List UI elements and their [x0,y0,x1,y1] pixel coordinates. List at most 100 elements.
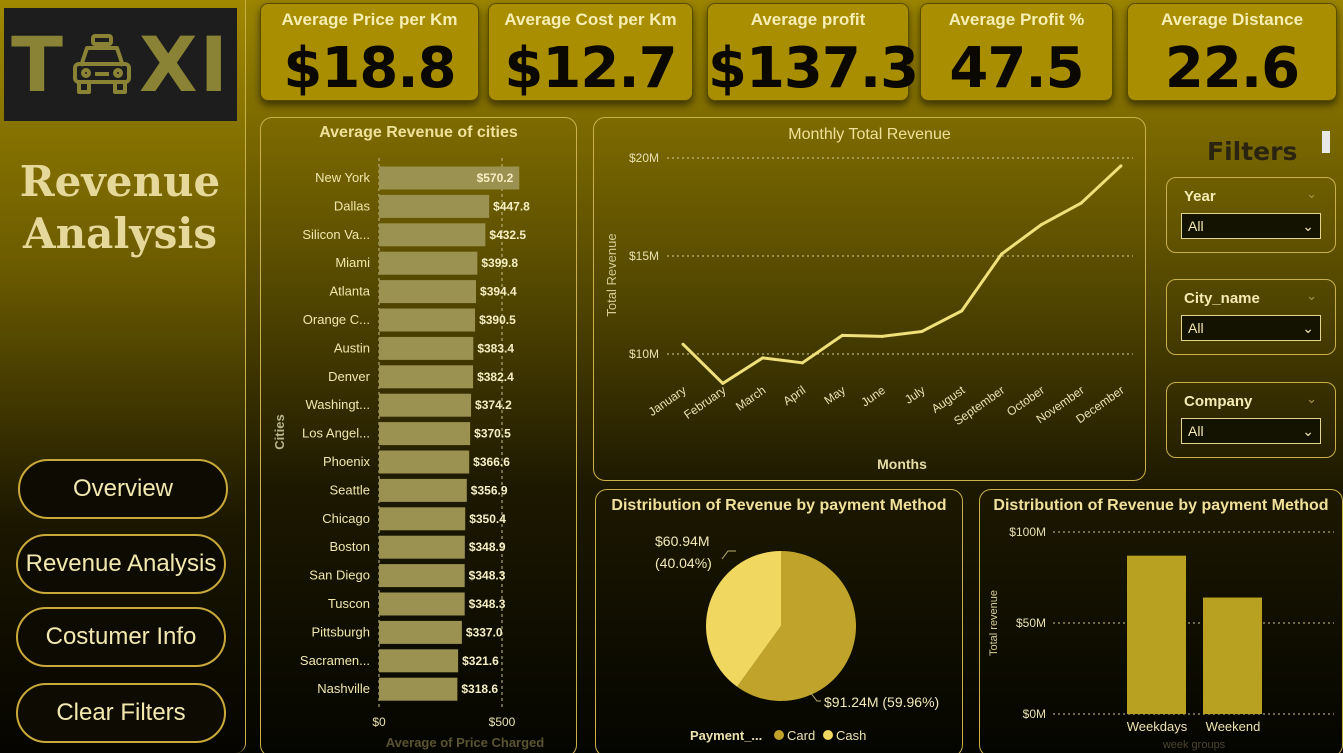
category-label: Washingt... [305,397,370,412]
category-label: Denver [328,369,371,384]
y-tick-label: $50M [1016,616,1046,630]
y-tick-label: $20M [629,151,659,165]
city-select[interactable]: All ⌄ [1181,315,1321,341]
page-title-line1: Revenue [19,157,221,206]
x-tick-label: March [733,383,768,414]
logo-text-right: XI [138,20,230,109]
y-tick-label: $15M [629,249,659,263]
bar [379,564,465,588]
category-label: Miami [335,255,370,270]
x-tick-label: February [681,383,728,422]
city-revenue-chart-panel: Average Revenue of cities [260,117,577,753]
chart-title: Average Revenue of cities [319,124,518,141]
y-tick-label: $0M [1023,707,1046,721]
filter-label: Year [1184,188,1216,205]
year-select[interactable]: All ⌄ [1181,213,1321,239]
data-label: $348.3 [469,569,506,583]
company-select[interactable]: All ⌄ [1181,418,1321,444]
logo-text-left: T [11,20,65,109]
chevron-down-icon[interactable]: ⌄ [1306,186,1317,201]
pie-slice-card [737,551,856,701]
data-label: $366.6 [473,455,510,469]
x-axis-label: Months [877,456,927,472]
revenue-analysis-button[interactable]: Revenue Analysis [16,534,226,594]
category-label: Austin [334,340,370,355]
bar [1203,597,1262,714]
legend-entry: Cash [836,728,866,743]
category-label: Boston [330,539,370,554]
data-label: $356.9 [471,483,508,497]
x-tick-label: Weekdays [1127,719,1188,734]
leader-line [721,550,736,560]
x-tick-label: Weekend [1206,719,1261,734]
x-axis-label: Average of Price Charged [386,735,545,750]
data-point [800,361,804,365]
bar [379,620,462,644]
select-value: All [1188,218,1204,234]
x-tick-label: April [780,383,808,408]
kpi-label: Average profit [750,10,866,29]
kpi-label: Average Cost per Km [504,10,677,29]
category-label: Pittsburgh [311,624,370,639]
bar [379,166,520,190]
category-label: Orange C... [303,312,370,327]
data-point [920,329,924,333]
y-axis-label: Cities [272,414,287,449]
bar [379,251,478,275]
category-label: New York [315,170,370,185]
bar [379,336,474,360]
city-revenue-bar-chart: New York $570.2 Dallas $447.8 Silicon Va... $… [272,158,545,750]
clear-filters-button[interactable]: Clear Filters [16,683,226,743]
data-label: $383.4 [477,341,514,355]
kpi-value: $137.3 [708,36,919,101]
category-label: San Diego [309,568,370,583]
y-tick-label: $10M [629,347,659,361]
data-point [761,356,765,360]
bar [379,422,471,446]
category-label: Silicon Va... [302,227,370,242]
chevron-down-icon[interactable]: ⌄ [1306,288,1317,303]
data-label: $321.6 [462,654,499,668]
x-tick-label: July [902,383,928,407]
data-label: $382.4 [477,370,514,384]
x-tick-label: June [858,383,888,410]
data-label: $348.3 [469,597,506,611]
kpi-card-avg-profit: Average profit $137.3 [707,3,919,101]
category-label: Phoenix [323,454,370,469]
scrollbar-handle[interactable] [1322,131,1330,153]
category-label: Dallas [334,198,371,213]
category-label: Atlanta [330,284,371,299]
kpi-card-avg-price-per-km: Average Price per Km $18.8 [260,3,479,101]
bar [379,223,486,247]
data-label: $350.4 [469,512,506,526]
data-label: $394.4 [480,285,517,299]
bar [379,478,467,502]
category-label: Sacramen... [300,653,370,668]
kpi-value: $18.8 [283,36,456,101]
filter-label: Company [1184,393,1253,410]
data-label: $390.5 [479,313,516,327]
taxi-icon [72,33,131,94]
data-label: $318.6 [461,682,498,696]
bar [379,308,476,332]
legend-title: Payment_... [690,728,762,743]
chevron-down-icon: ⌄ [1302,423,1314,439]
legend-entry: Card [787,728,815,743]
filter-label: City_name [1184,290,1260,307]
kpi-card-avg-cost-per-km: Average Cost per Km $12.7 [488,3,693,101]
overview-button[interactable]: Overview [18,459,228,519]
kpi-label: Average Distance [1160,10,1304,29]
data-point [1000,252,1004,256]
x-tick-label: $500 [489,715,516,729]
kpi-value: 22.6 [1164,36,1300,101]
legend-marker [774,730,784,740]
data-label: $370.5 [474,427,511,441]
y-axis-label: Total Revenue [604,233,619,316]
data-point [1039,223,1043,227]
x-axis-label: week groups [1162,739,1226,751]
data-label: $348.9 [469,540,506,554]
customer-info-button[interactable]: Costumer Info [16,607,226,667]
chevron-down-icon[interactable]: ⌄ [1306,391,1317,406]
logo: T XI [4,8,237,121]
